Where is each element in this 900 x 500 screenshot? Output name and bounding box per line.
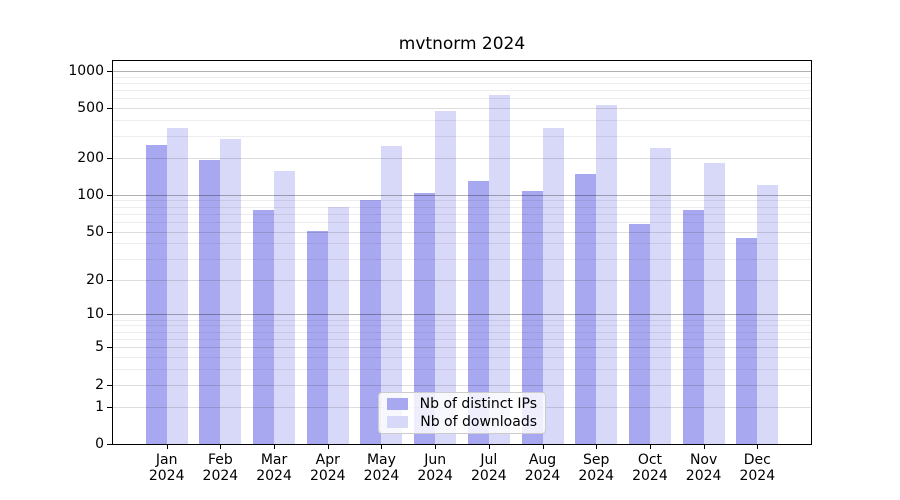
legend-label-downloads: Nb of downloads: [420, 414, 537, 430]
y-axis-tick-label-1: 1: [95, 398, 104, 415]
bar-distinct-ips-jun: [414, 192, 436, 444]
x-axis-tick-label-jul: Jul 2024: [471, 452, 507, 484]
y-axis-tick: [107, 384, 112, 386]
bar-distinct-ips-may: [360, 200, 382, 444]
y-axis-tick: [107, 108, 112, 110]
y-axis-tick-label-20: 20: [86, 271, 104, 288]
x-axis-tick: [596, 445, 598, 449]
bar-distinct-ips-feb: [199, 159, 221, 444]
y-axis-tick: [107, 347, 112, 349]
bar-downloads-feb: [220, 139, 242, 444]
x-axis-tick: [757, 445, 759, 449]
x-axis-tick-label-dec: Dec 2024: [739, 452, 776, 484]
y-axis-tick: [107, 194, 112, 196]
y-axis-tick: [107, 406, 112, 408]
legend-swatch-downloads: [387, 416, 409, 428]
y-axis-tick: [107, 231, 112, 233]
y-axis-tick: [107, 279, 112, 281]
x-axis-tick: [274, 445, 276, 449]
plot-area: Nb of distinct IPs Nb of downloads: [112, 60, 812, 445]
x-axis-tick-label-jan: Jan 2024: [148, 452, 185, 484]
y-axis-tick-label-1000: 1000: [68, 62, 104, 79]
bar-distinct-ips-aug: [521, 190, 543, 444]
y-axis-tick-label-200: 200: [77, 149, 104, 166]
legend-label-distinct-ips: Nb of distinct IPs: [419, 396, 537, 412]
x-axis-tick-label-feb: Feb 2024: [202, 452, 239, 484]
legend-item-distinct-ips: Nb of distinct IPs: [387, 396, 537, 412]
bar-distinct-ips-jul: [467, 180, 489, 444]
x-axis-tick: [542, 445, 544, 449]
bar-distinct-ips-jan: [145, 144, 167, 444]
bar-downloads-apr: [327, 206, 349, 444]
bar-downloads-dec: [757, 184, 779, 444]
x-axis-tick: [435, 445, 437, 449]
bar-downloads-jan: [166, 128, 188, 444]
bar-downloads-nov: [703, 162, 725, 444]
legend: Nb of distinct IPs Nb of downloads: [378, 392, 546, 434]
bar-distinct-ips-mar: [253, 210, 275, 444]
bar-downloads-aug: [542, 128, 564, 444]
x-axis-tick: [220, 445, 222, 449]
legend-swatch-distinct-ips: [387, 398, 408, 410]
x-axis-tick: [488, 445, 490, 449]
bar-downloads-sep: [596, 104, 618, 444]
x-axis-tick-label-jun: Jun 2024: [417, 452, 453, 484]
x-axis-tick-label-oct: Oct 2024: [632, 452, 668, 484]
bars-layer: [113, 61, 811, 444]
x-axis-tick: [327, 445, 329, 449]
x-axis-tick-label-apr: Apr 2024: [309, 452, 346, 484]
x-axis-tick-label-may: May 2024: [363, 452, 400, 484]
bar-distinct-ips-dec: [736, 238, 758, 444]
y-axis-tick: [107, 444, 112, 445]
bar-downloads-mar: [274, 171, 296, 444]
x-axis-tick-label-nov: Nov 2024: [685, 452, 722, 484]
y-axis-tick-label-2: 2: [95, 376, 104, 393]
bar-downloads-may: [381, 145, 403, 444]
y-axis-tick: [107, 157, 112, 159]
bar-downloads-jun: [435, 111, 457, 444]
y-axis-tick-label-0: 0: [95, 436, 104, 452]
x-axis-tick-label-mar: Mar 2024: [256, 452, 292, 484]
chart-title: mvtnorm 2024: [398, 34, 526, 54]
y-axis-tick: [107, 70, 112, 72]
x-axis-tick: [649, 445, 651, 449]
legend-item-downloads: Nb of downloads: [387, 414, 537, 430]
bar-downloads-oct: [649, 147, 671, 444]
x-axis-tick-label-aug: Aug 2024: [524, 452, 561, 484]
x-axis-tick: [166, 445, 168, 449]
y-axis-tick-label-500: 500: [77, 100, 104, 117]
y-axis-tick: [107, 314, 112, 316]
bar-downloads-jul: [488, 95, 510, 444]
y-axis-tick-label-5: 5: [95, 339, 104, 356]
y-axis-tick-label-10: 10: [86, 306, 104, 323]
y-axis-tick-label-50: 50: [86, 223, 104, 240]
bar-distinct-ips-nov: [682, 210, 704, 444]
x-axis-tick-label-sep: Sep 2024: [578, 452, 615, 484]
bar-distinct-ips-apr: [306, 230, 328, 444]
x-axis-tick: [381, 445, 383, 449]
bar-distinct-ips-sep: [575, 173, 597, 444]
x-axis-tick: [703, 445, 705, 449]
bar-distinct-ips-oct: [628, 223, 650, 444]
y-axis-tick-label-100: 100: [77, 186, 104, 203]
